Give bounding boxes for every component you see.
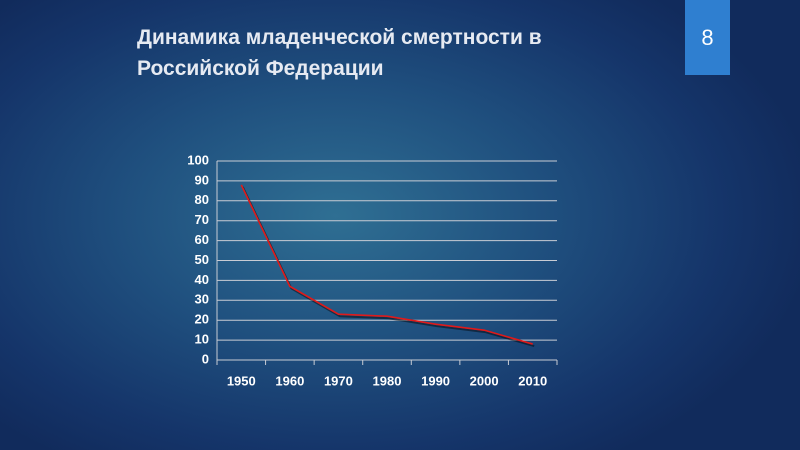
slide-title: Динамика младенческой смертности в Росси… <box>137 26 542 80</box>
line-shadow <box>241 186 535 348</box>
y-tick-label: 90 <box>195 172 209 187</box>
y-tick-label: 30 <box>195 292 209 307</box>
x-tick-label: 1980 <box>373 373 402 388</box>
slide-number: 8 <box>685 0 730 75</box>
y-tick-label: 0 <box>202 351 209 366</box>
x-tick-label: 1960 <box>275 373 304 388</box>
x-tick-label: 1950 <box>227 373 256 388</box>
y-tick-label: 50 <box>195 252 209 267</box>
line <box>240 184 533 345</box>
y-tick-label: 10 <box>195 332 209 347</box>
x-tick-label: 2010 <box>518 373 547 388</box>
y-tick-label: 70 <box>195 212 209 227</box>
y-tick-label: 80 <box>195 192 209 207</box>
y-tick-label: 40 <box>195 272 209 287</box>
y-tick-label: 100 <box>187 152 209 167</box>
x-tick-label: 2000 <box>470 373 499 388</box>
x-tick-label: 1970 <box>324 373 353 388</box>
x-tick-label: 1990 <box>421 373 450 388</box>
y-tick-label: 60 <box>195 232 209 247</box>
y-tick-label: 20 <box>195 312 209 327</box>
